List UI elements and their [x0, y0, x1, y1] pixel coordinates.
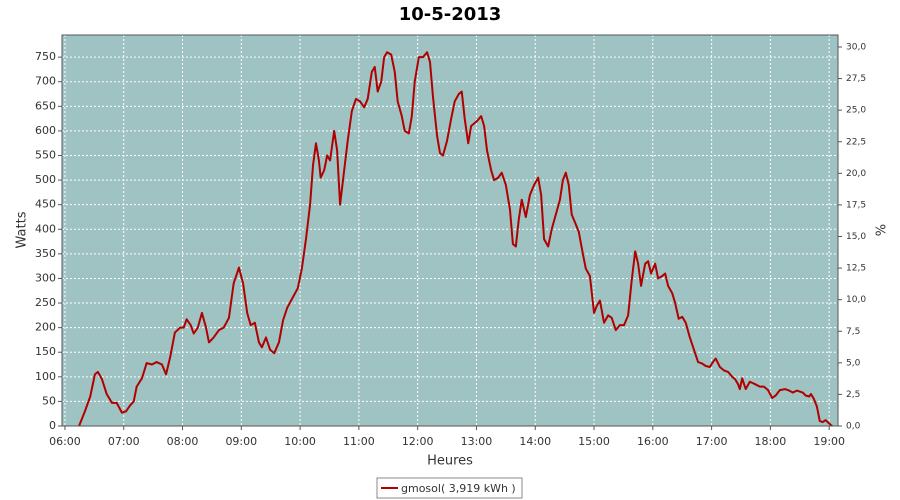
- y2-tick-label: 10,0: [846, 295, 866, 305]
- y2-tick-label: 2,5: [846, 390, 860, 400]
- x-tick-label: 09:00: [225, 435, 257, 448]
- y-axis-label: Watts: [15, 211, 30, 248]
- y2-tick-label: 7,5: [846, 327, 860, 337]
- plot-border: [61, 34, 839, 427]
- legend-label: gmosol( 3,919 kWh ): [401, 482, 516, 495]
- x-tick-label: 10:00: [284, 435, 316, 448]
- x-axis-label: Heures: [427, 454, 473, 469]
- x-tick-label: 15:00: [578, 435, 610, 448]
- y-tick-label: 650: [35, 99, 56, 112]
- legend: [376, 477, 523, 499]
- y2-tick-label: 27,5: [846, 74, 866, 84]
- y2-tick-label: 25,0: [846, 106, 866, 116]
- x-tick-label: 19:00: [813, 435, 845, 448]
- x-tick-label: 06:00: [49, 435, 81, 448]
- plot-area: [61, 34, 839, 427]
- y-tick-label: 150: [35, 345, 56, 358]
- y-tick-label: 550: [35, 148, 56, 161]
- x-tick-label: 16:00: [637, 435, 669, 448]
- x-tick-label: 07:00: [108, 435, 140, 448]
- y2-tick-label: 15,0: [846, 232, 866, 242]
- y2-tick-label: 0,0: [846, 422, 861, 432]
- x-tick-label: 13:00: [461, 435, 493, 448]
- y2-tick-label: 5,0: [846, 358, 861, 368]
- series-line: [78, 51, 833, 427]
- x-tick-label: 18:00: [755, 435, 787, 448]
- y-tick-label: 100: [35, 370, 56, 383]
- y2-axis-label: %: [875, 224, 890, 236]
- y-tick-label: 450: [35, 198, 56, 211]
- y2-tick-label: 30,0: [846, 43, 866, 53]
- y-tick-label: 400: [35, 222, 56, 235]
- y-tick-label: 750: [35, 50, 56, 63]
- y2-tick-label: 20,0: [846, 169, 866, 179]
- y-tick-label: 300: [35, 271, 56, 284]
- x-tick-label: 08:00: [167, 435, 199, 448]
- y-tick-label: 250: [35, 296, 56, 309]
- x-tick-label: 11:00: [343, 435, 375, 448]
- y-tick-label: 0: [49, 419, 56, 432]
- y-tick-label: 200: [35, 321, 56, 334]
- y2-tick-label: 12,5: [846, 264, 866, 274]
- chart-title: 10-5-2013: [399, 4, 502, 25]
- y2-tick-label: 17,5: [846, 200, 866, 210]
- y-tick-label: 700: [35, 75, 56, 88]
- y-tick-label: 350: [35, 247, 56, 260]
- y-tick-label: 50: [42, 394, 56, 407]
- y2-tick-label: 22,5: [846, 137, 866, 147]
- y-tick-label: 500: [35, 173, 56, 186]
- x-tick-label: 14:00: [519, 435, 551, 448]
- x-tick-label: 12:00: [402, 435, 434, 448]
- x-tick-label: 17:00: [696, 435, 728, 448]
- y-tick-label: 600: [35, 124, 56, 137]
